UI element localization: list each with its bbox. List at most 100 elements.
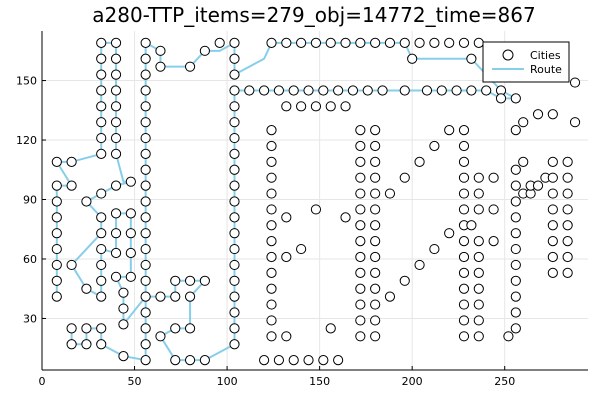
city-marker (458, 188, 470, 199)
city-marker (303, 354, 314, 366)
city-marker (96, 323, 107, 334)
city-marker (51, 180, 62, 191)
city-marker (199, 275, 210, 286)
cities-series (51, 37, 581, 366)
city-marker (244, 85, 255, 96)
city-marker (229, 275, 240, 286)
city-marker (229, 212, 240, 223)
city-marker (281, 331, 292, 342)
city-marker (473, 236, 484, 247)
city-marker (473, 283, 484, 294)
y-tick-label: 120 (16, 134, 37, 147)
city-marker (296, 101, 307, 112)
city-marker (458, 315, 470, 326)
city-marker (473, 172, 484, 183)
city-marker (140, 275, 151, 286)
city-marker (184, 323, 196, 334)
legend-cities-marker (502, 49, 514, 61)
city-marker (184, 275, 196, 286)
city-marker (140, 69, 151, 80)
city-marker (110, 180, 122, 191)
city-marker (421, 85, 433, 96)
city-marker (466, 220, 477, 231)
city-marker (510, 291, 521, 302)
city-marker (562, 204, 573, 215)
city-marker (118, 287, 129, 298)
city-marker (140, 148, 151, 160)
city-marker (569, 117, 581, 128)
city-marker (266, 331, 277, 342)
city-marker (370, 156, 381, 167)
city-marker (110, 85, 122, 96)
city-marker (266, 283, 277, 294)
city-marker (96, 85, 107, 96)
city-marker (355, 315, 366, 326)
city-marker (229, 259, 240, 271)
x-tick-label: 0 (39, 375, 46, 388)
city-marker (473, 251, 484, 263)
city-marker (140, 354, 151, 366)
city-marker (140, 291, 151, 302)
city-marker (518, 117, 529, 128)
city-marker (510, 164, 521, 175)
city-marker (96, 275, 107, 286)
city-marker (184, 61, 196, 72)
city-marker (140, 243, 151, 255)
city-marker (407, 53, 418, 64)
city-marker (370, 251, 381, 263)
city-marker (436, 85, 447, 96)
city-marker (569, 77, 581, 88)
city-marker (140, 180, 151, 191)
city-marker (266, 251, 277, 263)
city-marker (96, 132, 107, 144)
city-marker (273, 85, 285, 96)
city-marker (518, 156, 529, 167)
city-marker (458, 140, 470, 152)
city-marker (481, 85, 492, 96)
city-marker (340, 101, 351, 112)
city-marker (547, 251, 558, 263)
city-marker (51, 291, 62, 302)
city-marker (96, 291, 107, 302)
city-marker (125, 228, 136, 239)
city-marker (377, 85, 388, 96)
city-marker (444, 125, 455, 136)
city-marker (81, 283, 92, 294)
city-marker (355, 299, 366, 310)
city-marker (370, 283, 381, 294)
city-marker (273, 354, 285, 366)
city-marker (562, 251, 573, 263)
city-marker (355, 236, 366, 247)
city-marker (355, 220, 366, 231)
city-marker (473, 267, 484, 278)
city-marker (296, 243, 307, 255)
city-marker (266, 220, 277, 231)
city-marker (140, 212, 151, 223)
city-marker (51, 259, 62, 271)
city-marker (266, 125, 277, 136)
city-marker (96, 339, 107, 350)
city-marker (51, 212, 62, 223)
city-marker (325, 101, 336, 112)
city-marker (355, 37, 366, 48)
city-marker (355, 267, 366, 278)
city-marker (96, 101, 107, 112)
city-marker (473, 299, 484, 310)
city-marker (110, 101, 122, 112)
city-marker (562, 188, 573, 199)
city-marker (110, 53, 122, 64)
city-marker (140, 228, 151, 239)
city-marker (473, 37, 484, 48)
city-marker (458, 156, 470, 167)
city-marker (155, 61, 166, 72)
city-marker (347, 85, 359, 96)
city-marker (229, 291, 240, 302)
city-marker (81, 339, 92, 350)
city-marker (281, 101, 292, 112)
city-marker (547, 156, 558, 167)
city-marker (510, 93, 521, 104)
city-marker (199, 354, 210, 366)
city-marker (229, 164, 240, 175)
city-marker (96, 117, 107, 128)
